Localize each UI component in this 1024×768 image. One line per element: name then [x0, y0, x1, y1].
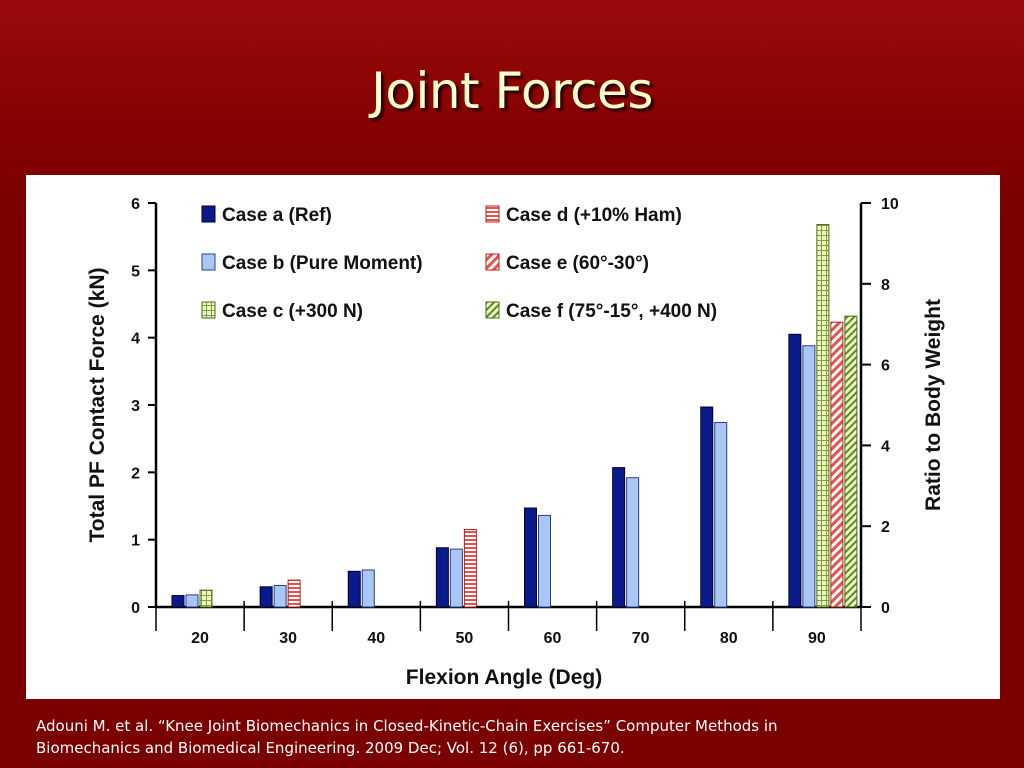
- y2-tick-label: 8: [881, 277, 890, 294]
- y2-tick-label: 2: [881, 519, 890, 536]
- bar-d-50: [463, 529, 477, 608]
- y2-tick-label: 0: [881, 600, 890, 617]
- chart-panel: 20 30 40 50 60 70 80 90 0 1 2 3 4 5 6 0 2 4 6 8 10 Case a …: [26, 175, 1000, 699]
- legend-label-a: Case a (Ref): [222, 205, 332, 226]
- citation-line-1: Adouni M. et al. “Knee Joint Biomechanic…: [36, 717, 778, 735]
- legend-swatch-a: [201, 205, 216, 223]
- bars: [171, 224, 858, 608]
- legend-label-e: Case e (60°-30°): [506, 253, 649, 274]
- citation: Adouni M. et al. “Knee Joint Biomechanic…: [36, 715, 996, 759]
- bar-b-70: [626, 477, 640, 608]
- bar-a-70: [612, 467, 626, 608]
- legend-label-d: Case d (+10% Ham): [506, 205, 682, 226]
- bar-f-90: [844, 315, 858, 608]
- legend-label-c: Case c (+300 N): [222, 301, 363, 322]
- legend-label-b: Case b (Pure Moment): [222, 253, 423, 274]
- bar-b-80: [714, 422, 728, 608]
- left-axis-ticks: 0 1 2 3 4 5 6: [131, 196, 156, 617]
- legend-swatch-f: [485, 301, 500, 319]
- y-tick-label: 5: [131, 263, 140, 280]
- y-tick-label: 4: [131, 331, 140, 348]
- legend-swatch-c: [201, 301, 216, 319]
- x-tick-label: 80: [720, 630, 738, 647]
- y-tick-label: 0: [131, 600, 140, 617]
- bar-c-20: [199, 589, 213, 608]
- legend-swatch-b: [201, 253, 216, 271]
- bar-b-40: [361, 569, 375, 608]
- bar-a-30: [259, 586, 273, 608]
- bar-b-50: [449, 548, 463, 608]
- bar-b-60: [538, 514, 551, 608]
- bar-b-90: [802, 345, 816, 608]
- bar-e-90: [830, 321, 844, 608]
- bar-d-30: [287, 579, 301, 608]
- bar-a-40: [347, 570, 361, 608]
- x-tick-label: 20: [191, 630, 209, 647]
- right-axis-ticks: 0 2 4 6 8 10: [861, 196, 899, 617]
- bar-a-20: [171, 595, 185, 608]
- x-tick-label: 60: [544, 630, 562, 647]
- slide-title: Joint Forces: [371, 62, 653, 120]
- bar-c-90: [816, 224, 830, 608]
- x-tick-label: 70: [632, 630, 650, 647]
- bar-a-90: [788, 333, 802, 608]
- bar-a-50: [435, 547, 449, 608]
- x-tick-marks: 20 30 40 50 60 70 80 90: [155, 601, 862, 647]
- y2-tick-label: 10: [881, 196, 899, 213]
- y-tick-label: 1: [131, 533, 140, 550]
- citation-line-2: Biomechanics and Biomedical Engineering.…: [36, 739, 625, 757]
- y2-tick-label: 4: [881, 438, 890, 455]
- bar-a-60: [524, 507, 537, 608]
- y-tick-label: 3: [131, 398, 140, 415]
- legend-swatch-d: [485, 205, 500, 223]
- x-tick-label: 90: [808, 630, 826, 647]
- legend-swatch-e: [485, 253, 500, 271]
- bar-b-20: [185, 594, 199, 608]
- x-tick-label: 30: [279, 630, 297, 647]
- x-tick-label: 40: [367, 630, 385, 647]
- bar-b-30: [273, 584, 287, 608]
- y2-tick-label: 6: [881, 358, 890, 375]
- y-tick-label: 6: [131, 196, 140, 213]
- bar-a-80: [700, 406, 714, 608]
- legend: Case a (Ref) Case b (Pure Moment) Case c (…: [201, 205, 717, 322]
- y-axis-label: Total PF Contact Force (kN): [86, 268, 109, 543]
- y2-axis-label: Ratio to Body Weight: [922, 299, 945, 511]
- y-tick-label: 2: [131, 465, 140, 482]
- x-axis-label: Flexion Angle (Deg): [406, 666, 602, 689]
- bar-chart: 20 30 40 50 60 70 80 90 0 1 2 3 4 5 6 0 2 4 6 8 10 Case a …: [86, 196, 945, 689]
- x-tick-label: 50: [456, 630, 474, 647]
- legend-label-f: Case f (75°-15°, +400 N): [506, 301, 717, 322]
